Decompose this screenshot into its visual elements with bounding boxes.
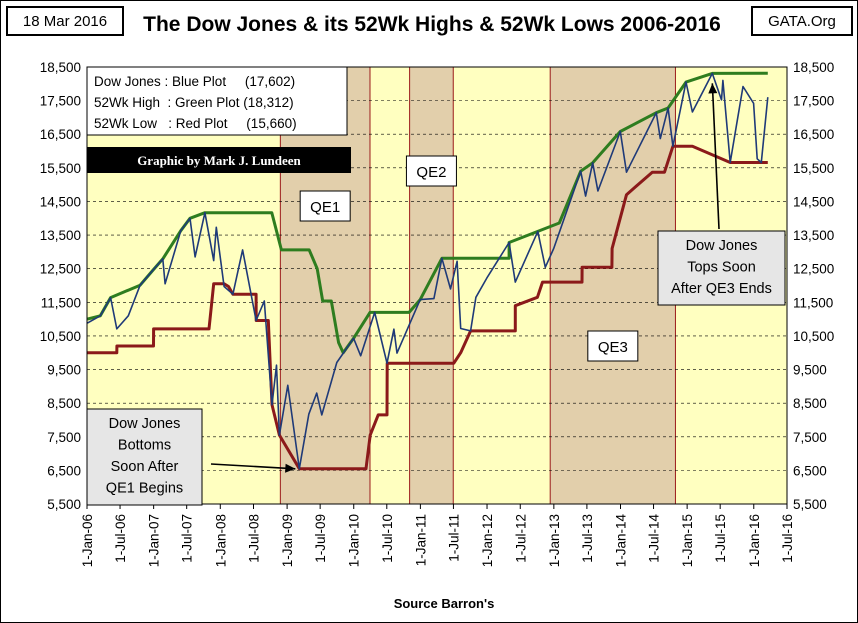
series-line-dow-jones (87, 72, 769, 470)
y-tick-label-left: 17,500 (40, 94, 81, 109)
x-tick-label: 1-Jul-11 (446, 514, 461, 562)
legend: Dow Jones : Blue Plot (17,602) 52Wk High… (86, 66, 348, 136)
qe-shaded-periods (279, 66, 676, 505)
x-tick-label: 1-Jul-14 (647, 514, 662, 563)
series-lines (87, 71, 769, 471)
annotation-2: Dow Jones Tops Soon After QE3 Ends (657, 83, 786, 306)
date-box: 18 Mar 2016 (6, 6, 124, 36)
site-box: GATA.Org (751, 6, 853, 36)
svg-text:After QE3 Ends: After QE3 Ends (671, 281, 772, 297)
qe-period-qe3 (549, 66, 676, 505)
y-axis-right: 18,500 17,500 16,500 15,500 14,500 13,500 12,5… (793, 60, 834, 512)
x-tick-label: 1-Jul-15 (713, 514, 728, 563)
svg-text:QE1 Begins: QE1 Begins (106, 481, 183, 497)
y-tick-label-right: 6,500 (793, 463, 827, 478)
x-tick-label: 1-Jul-13 (580, 514, 595, 563)
series-line-52wk-low (87, 144, 768, 471)
qe-label-qe2: QE2 (405, 155, 457, 187)
svg-text:QE3: QE3 (598, 339, 628, 356)
y-tick-label-right: 12,500 (793, 262, 834, 277)
y-tick-label-right: 11,500 (793, 295, 833, 310)
y-tick-label-left: 5,500 (47, 497, 81, 512)
date-label: 18 Mar 2016 (22, 12, 108, 30)
qe-labels: QE1 QE2 QE3 (299, 155, 639, 362)
y-tick-label-left: 8,500 (47, 396, 81, 411)
x-axis-label: Source Barron's (394, 596, 495, 611)
x-tick-label: 1-Jul-10 (380, 514, 395, 563)
y-tick-label-right: 15,500 (793, 161, 834, 176)
x-tick-label: 1-Jul-07 (180, 514, 195, 563)
chart-title: The Dow Jones & its 52Wk Highs & 52Wk Lo… (143, 13, 721, 36)
x-tick-label: 1-Jan-10 (347, 514, 362, 567)
legend-low: 52Wk Low : Red Plot (15,660) (94, 116, 297, 131)
annotation-1: Dow Jones Bottoms Soon After QE1 Begins (86, 408, 296, 506)
svg-text:QE2: QE2 (416, 164, 446, 181)
y-tick-label-right: 17,500 (793, 94, 834, 109)
y-tick-label-left: 11,500 (41, 295, 81, 310)
x-tick-label: 1-Jul-16 (780, 514, 795, 563)
y-tick-label-left: 15,500 (40, 161, 81, 176)
qe-label-qe3: QE3 (587, 330, 639, 362)
x-tick-label: 1-Jul-08 (247, 514, 262, 563)
y-tick-label-right: 16,500 (793, 127, 834, 142)
y-tick-label-right: 14,500 (793, 194, 834, 209)
x-tick-label: 1-Jan-09 (280, 514, 295, 567)
y-tick-label-left: 13,500 (40, 228, 81, 243)
y-tick-label-left: 16,500 (40, 127, 81, 142)
credit-text: Graphic by Mark J. Lundeen (137, 153, 301, 168)
svg-text:Bottoms: Bottoms (118, 438, 171, 454)
x-tick-label: 1-Jan-13 (547, 514, 562, 567)
y-axis-left: 18,500 17,500 16,500 15,500 14,500 13,500 12,5… (40, 60, 81, 512)
svg-text:Tops Soon: Tops Soon (687, 260, 756, 276)
svg-text:Dow Jones: Dow Jones (686, 238, 758, 254)
y-tick-label-left: 6,500 (47, 463, 81, 478)
x-tick-label: 1-Jul-06 (113, 514, 128, 563)
y-tick-label-right: 7,500 (793, 430, 827, 445)
svg-text:QE1: QE1 (310, 199, 340, 216)
x-tick-label: 1-Jul-12 (513, 514, 528, 563)
y-tick-label-left: 14,500 (40, 194, 81, 209)
x-tick-label: 1-Jan-12 (480, 514, 495, 567)
y-tick-label-left: 12,500 (40, 262, 81, 277)
y-tick-label-left: 10,500 (40, 329, 81, 344)
x-tick-label: 1-Jan-15 (680, 514, 695, 567)
qe-label-qe1: QE1 (299, 190, 351, 222)
credit-banner: Graphic by Mark J. Lundeen (87, 147, 351, 173)
y-tick-label-left: 9,500 (47, 363, 81, 378)
x-tick-label: 1-Jan-11 (413, 514, 428, 566)
legend-dow: Dow Jones : Blue Plot (17,602) (94, 74, 295, 89)
qe-period-qe2 (409, 66, 454, 505)
legend-high: 52Wk High : Green Plot (18,312) (94, 95, 294, 110)
y-tick-label-right: 13,500 (793, 228, 834, 243)
svg-text:Dow Jones: Dow Jones (109, 416, 181, 432)
y-tick-label-right: 8,500 (793, 396, 827, 411)
x-axis: 1-Jan-06 1-Jul-06 1-Jan-07 1-Jul-07 1-Jan-08… (80, 504, 795, 567)
x-tick-label: 1-Jan-08 (213, 514, 228, 567)
y-tick-label-right: 9,500 (793, 363, 827, 378)
y-tick-label-left: 7,500 (47, 430, 81, 445)
plot-border (86, 66, 788, 505)
x-tick-label: 1-Jan-16 (747, 514, 762, 567)
x-tick-label: 1-Jan-14 (613, 514, 628, 568)
y-tick-label-right: 10,500 (793, 329, 834, 344)
svg-text:Soon After: Soon After (111, 459, 179, 475)
site-label: GATA.Org (768, 12, 836, 30)
x-tick-label: 1-Jan-07 (147, 514, 162, 567)
y-tick-label-right: 18,500 (793, 60, 834, 75)
y-tick-label-left: 18,500 (40, 60, 81, 75)
x-tick-label: 1-Jan-06 (80, 514, 95, 567)
y-tick-label-right: 5,500 (793, 497, 827, 512)
x-tick-label: 1-Jul-09 (313, 514, 328, 563)
